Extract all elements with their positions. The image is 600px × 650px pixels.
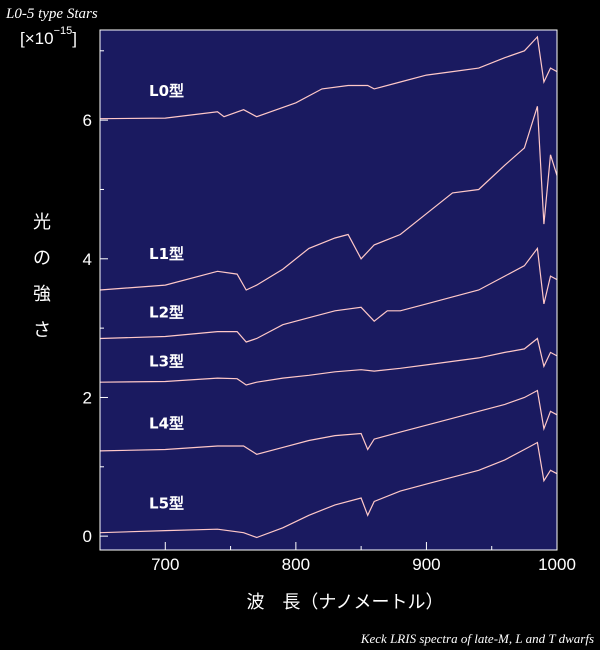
x-tick-label: 900 [412,555,440,574]
series-line-3 [99,337,558,386]
series-label-4: L4型 [149,415,184,433]
y-axis-title-char: さ [33,320,51,341]
series-label-5: L5型 [149,494,184,512]
y-tick-label: 2 [83,388,92,407]
series-line-5 [99,441,558,539]
axes-layer: 700 800 900 1000 0 2 4 6 [83,29,576,574]
chart-title: L0-5 type Stars [5,6,98,22]
y-axis-title-char: 光 [33,212,51,233]
series-label-2: L2型 [149,304,184,322]
y-axis-title-char: の [33,248,51,269]
y-axis-unit: [×10−15] [20,25,77,48]
series-label-1: L1型 [149,245,184,263]
series-label-3: L3型 [149,352,184,370]
y-tick-label: 4 [83,250,92,269]
x-axis-title: 波 長（ナノメートル） [246,592,443,613]
y-unit-open: [ [20,29,25,48]
plot-area [100,30,557,550]
y-axis-title-char: 強 [33,284,51,305]
series-line-0 [99,35,558,120]
series-line-4 [99,389,558,455]
series-label-0: L0型 [149,82,184,100]
series-line-1 [99,106,558,291]
y-tick-label: 6 [83,111,92,130]
y-unit-times: ×10 [25,29,54,48]
y-unit-close: ] [72,29,77,48]
y-unit-exponent: −15 [54,25,73,37]
plot-frame [99,29,558,551]
credit-text: Keck LRIS spectra of late-M, L and T dwa… [360,631,594,646]
series-layer: L0型 L1型 L2型 L3型 L4型 L5型 [99,35,558,539]
y-tick-label: 0 [83,527,92,546]
x-tick-label: 700 [151,555,179,574]
x-tick-label: 800 [282,555,310,574]
x-tick-label: 1000 [538,555,576,574]
series-line-2 [99,246,558,343]
